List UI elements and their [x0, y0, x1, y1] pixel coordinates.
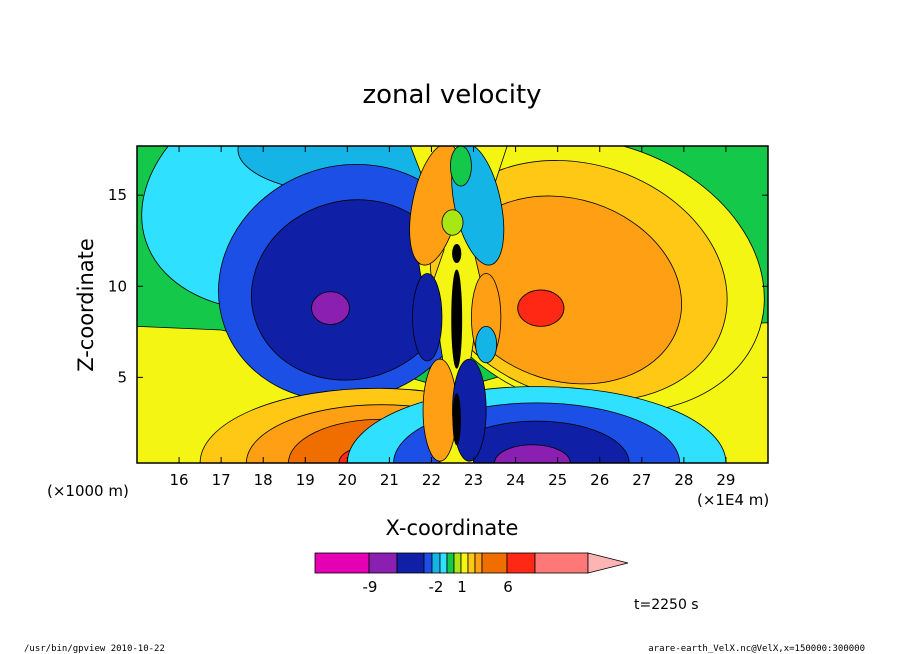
- contour-band: [441, 209, 464, 236]
- x-tick-label: 18: [254, 471, 273, 489]
- colorbar-segment: [460, 552, 469, 574]
- x-tick-label: 29: [716, 471, 735, 489]
- contour-band: [475, 325, 498, 364]
- colorbar-arrow: [587, 552, 629, 574]
- colorbar-segment: [474, 552, 483, 574]
- x-tick-label: 17: [212, 471, 231, 489]
- time-label: t=2250 s: [634, 597, 699, 613]
- colorbar-segment: [506, 552, 536, 574]
- colorbar-segment: [446, 552, 455, 574]
- colorbar-tick-label: 6: [503, 578, 513, 596]
- colorbar-segment: [439, 552, 448, 574]
- colorbar-segment: [368, 552, 398, 574]
- contour-field: [137, 146, 768, 463]
- colorbar-tick-labels: -9 -2 1 6: [363, 578, 513, 596]
- contour-band: [452, 358, 487, 462]
- colorbar-segment: [423, 552, 433, 574]
- y-scale-note: (×1000 m): [47, 482, 129, 500]
- colorbar-segment: [481, 552, 508, 574]
- colorbar-segment: [431, 552, 441, 574]
- colorbar-tick-label: 1: [457, 578, 467, 596]
- colorbar: [314, 552, 629, 574]
- chart-title: zonal velocity: [362, 80, 541, 110]
- colorbar-tick-label: -2: [429, 578, 444, 596]
- x-axis-label: X-coordinate: [386, 516, 519, 540]
- colorbar-tick-label: -9: [363, 578, 378, 596]
- plot-frame: [136, 145, 769, 464]
- x-tick-label: 16: [170, 471, 189, 489]
- contour-band: [311, 291, 350, 325]
- contour-band: [443, 420, 630, 463]
- colorbar-segment: [467, 552, 476, 574]
- contour-band: [422, 358, 458, 462]
- x-scale-note: (×1E4 m): [697, 491, 769, 509]
- x-tick-label: 23: [464, 471, 483, 489]
- y-tick-label: 10: [108, 277, 127, 295]
- contour-band: [452, 393, 461, 446]
- contour-band: [517, 289, 565, 327]
- contour-band: [449, 146, 472, 187]
- y-tick-label: 15: [108, 186, 127, 204]
- x-tick-label: 20: [338, 471, 357, 489]
- x-tick-label: 21: [380, 471, 399, 489]
- x-tick-label: 24: [506, 471, 525, 489]
- footer-left: /usr/bin/gpview 2010-10-22: [24, 644, 165, 654]
- contour-band: [451, 269, 463, 369]
- contour-band: [452, 243, 462, 263]
- x-tick-label: 22: [422, 471, 441, 489]
- y-tick-label: 5: [117, 368, 127, 386]
- y-axis-label: Z-coordinate: [74, 238, 98, 372]
- x-tick-label: 25: [548, 471, 567, 489]
- footer-right: arare-earth_VelX.nc@VelX,x=150000:300000: [648, 644, 865, 654]
- colorbar-segment: [534, 552, 589, 574]
- colorbar-segment: [453, 552, 462, 574]
- colorbar-segment: [396, 552, 425, 574]
- y-axis-ticks: 5 10 15: [108, 186, 768, 386]
- x-tick-label: 28: [674, 471, 693, 489]
- x-tick-label: 19: [296, 471, 315, 489]
- contour-band: [412, 273, 443, 362]
- contour-band: [494, 444, 571, 463]
- x-tick-label: 26: [590, 471, 609, 489]
- colorbar-segment: [314, 552, 370, 574]
- x-axis-ticks: 16 17 18 19 20 21 22 23 24 25 26 27 28 29: [170, 146, 735, 489]
- x-tick-label: 27: [632, 471, 651, 489]
